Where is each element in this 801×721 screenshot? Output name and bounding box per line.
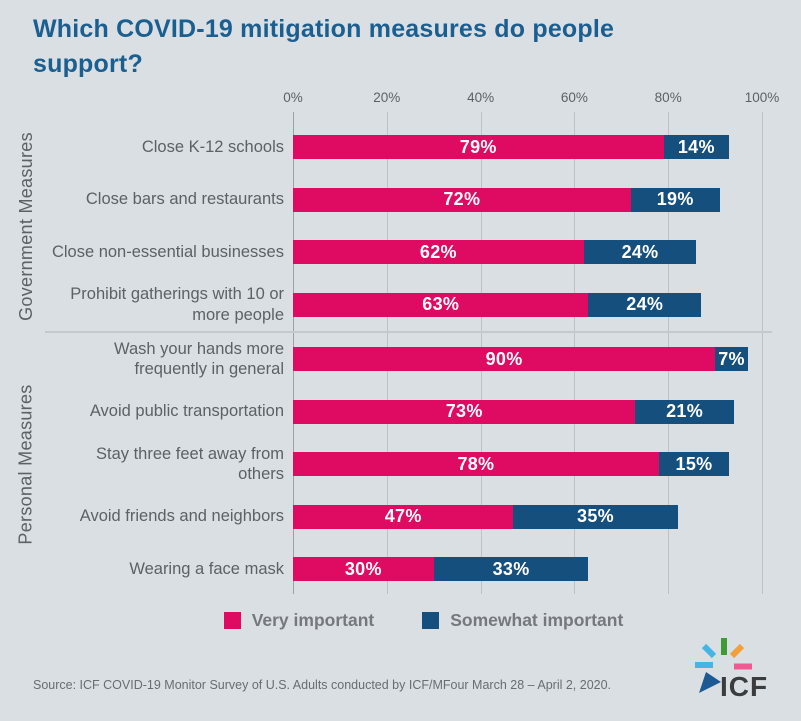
legend-item-very-important: Very important <box>223 610 375 631</box>
group-label-text: Personal Measures <box>15 384 36 545</box>
bar-row: Prohibit gatherings with 10 or more peop… <box>0 279 801 332</box>
somewhat-important-value: 14% <box>677 136 715 157</box>
somewhat-important-bar: 21% <box>635 399 734 424</box>
somewhat-important-bar: 15% <box>658 452 730 477</box>
measure-group: Government Measures Close K-12 schools 7… <box>0 121 801 331</box>
very-important-value: 30% <box>344 558 382 579</box>
gridline <box>762 112 763 594</box>
category-label: Wash your hands more frequently in gener… <box>114 339 284 379</box>
svg-text:ICF: ICF <box>720 671 768 698</box>
very-important-value: 78% <box>457 453 495 474</box>
icf-logo: ICF <box>693 636 773 703</box>
very-important-bar: 30% <box>293 557 434 582</box>
x-axis-tick: 20% <box>373 90 401 105</box>
source-note: Source: ICF COVID-19 Monitor Survey of U… <box>33 678 612 692</box>
somewhat-important-bar: 24% <box>583 240 697 265</box>
category-label: Wearing a face mask <box>129 559 284 578</box>
very-important-bar: 62% <box>293 240 584 265</box>
very-important-value: 79% <box>459 136 497 157</box>
x-axis-tick: 80% <box>654 90 682 105</box>
very-important-bar: 78% <box>293 452 659 477</box>
bar-row: Wash your hands more frequently in gener… <box>0 333 801 386</box>
section-divider <box>45 331 772 333</box>
very-important-value: 63% <box>422 294 460 315</box>
somewhat-important-bar: 7% <box>715 347 748 372</box>
group-label: Personal Measures <box>12 333 40 596</box>
somewhat-important-value: 24% <box>621 241 659 262</box>
bar-track: 30% 33% <box>293 557 762 582</box>
very-important-bar: 79% <box>293 135 664 160</box>
category-label: Stay three feet away from others <box>95 444 284 484</box>
somewhat-important-value: 33% <box>492 558 530 579</box>
bar-track: 62% 24% <box>293 240 762 265</box>
group-label: Government Measures <box>12 121 40 331</box>
bar-track: 79% 14% <box>293 135 762 160</box>
very-important-value: 47% <box>384 506 422 527</box>
bar-track: 73% 21% <box>293 399 762 424</box>
group-rows: Wash your hands more frequently in gener… <box>0 333 801 596</box>
category-label: Close non-essential businesses <box>51 242 284 261</box>
icf-logo-icon: ICF <box>695 638 768 702</box>
bar-row: Stay three feet away from others 78% 15% <box>0 438 801 491</box>
somewhat-important-bar: 33% <box>433 557 589 582</box>
somewhat-important-bar: 24% <box>588 292 702 317</box>
very-important-bar: 72% <box>293 187 631 212</box>
somewhat-important-value: 35% <box>577 506 614 527</box>
very-important-value: 90% <box>485 348 523 369</box>
chart-title: Which COVID-19 mitigation measures do pe… <box>33 15 615 78</box>
category-label: Avoid friends and neighbors <box>79 507 284 526</box>
x-axis-tick: 100% <box>744 90 780 105</box>
very-important-bar: 90% <box>293 347 716 372</box>
bar-row: Avoid friends and neighbors 47% 35% <box>0 491 801 544</box>
somewhat-important-bar: 19% <box>630 187 720 212</box>
group-rows: Close K-12 schools 79% 14% Close bars an… <box>0 121 801 331</box>
somewhat-important-bar: 35% <box>513 504 678 529</box>
very-important-value: 72% <box>443 189 481 210</box>
bar-track: 72% 19% <box>293 187 762 212</box>
legend-item-somewhat-important: Somewhat important <box>422 610 623 631</box>
bar-track: 63% 24% <box>293 292 762 317</box>
somewhat-important-swatch <box>422 612 440 629</box>
bar-row: Close K-12 schools 79% 14% <box>0 121 801 174</box>
very-important-value: 73% <box>445 401 483 422</box>
bar-row: Close non-essential businesses 62% 24% <box>0 226 801 279</box>
category-label: Close K-12 schools <box>141 137 284 156</box>
somewhat-important-bar: 14% <box>663 135 730 160</box>
bar-row: Avoid public transportation 73% 21% <box>0 386 801 439</box>
legend: Very important Somewhat important <box>0 610 801 631</box>
somewhat-important-value: 24% <box>626 294 664 315</box>
very-important-bar: 47% <box>293 504 514 529</box>
legend-label: Somewhat important <box>450 610 624 630</box>
somewhat-important-value: 19% <box>656 189 694 210</box>
very-important-value: 62% <box>419 241 457 262</box>
chart-groups: Government Measures Close K-12 schools 7… <box>0 121 801 596</box>
measure-group: Personal Measures Wash your hands more f… <box>0 333 801 596</box>
group-label-text: Government Measures <box>15 131 36 321</box>
x-axis-tick: 60% <box>560 90 588 105</box>
very-important-swatch <box>223 612 241 629</box>
bar-track: 90% 7% <box>293 347 762 372</box>
category-label: Prohibit gatherings with 10 or more peop… <box>70 285 284 324</box>
somewhat-important-value: 15% <box>675 453 713 474</box>
bar-row: Close bars and restaurants 72% 19% <box>0 174 801 227</box>
x-axis: 0% 20% 40% 60% 80% 100% <box>283 90 779 106</box>
very-important-bar: 73% <box>293 399 636 424</box>
category-label: Close bars and restaurants <box>85 190 284 209</box>
bar-track: 47% 35% <box>293 504 762 529</box>
very-important-bar: 63% <box>293 292 589 317</box>
x-axis-tick: 40% <box>467 90 495 105</box>
x-axis-tick: 0% <box>283 90 303 105</box>
bar-row: Wearing a face mask 30% 33% <box>0 543 801 596</box>
bar-track: 78% 15% <box>293 452 762 477</box>
somewhat-important-value: 21% <box>666 401 704 422</box>
legend-label: Very important <box>251 610 375 630</box>
category-label: Avoid public transportation <box>89 402 284 421</box>
somewhat-important-value: 7% <box>718 348 745 369</box>
